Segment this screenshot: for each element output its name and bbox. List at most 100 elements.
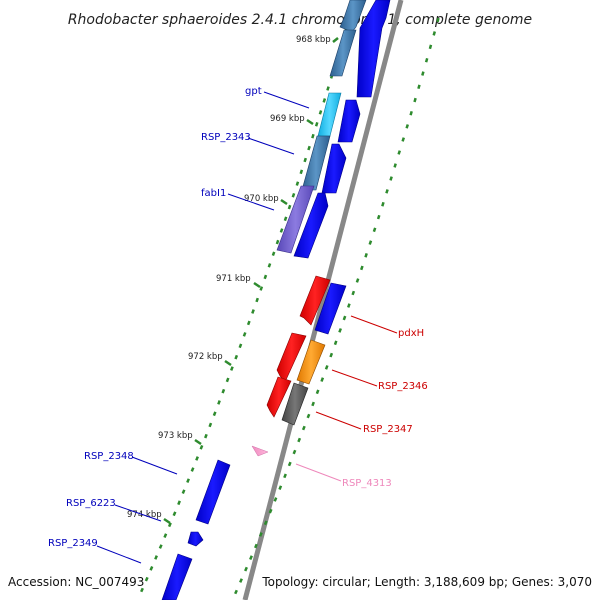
inner-track-dash <box>238 343 243 349</box>
inner-track-dash <box>251 309 255 314</box>
outer-track-dash <box>372 227 377 233</box>
inner-track-dash <box>279 228 284 233</box>
outer-track-dash <box>268 508 273 514</box>
inner-track-dash <box>255 297 259 303</box>
inner-track-dash <box>167 522 172 528</box>
inner-track-dash <box>322 98 327 103</box>
outer-track-dash <box>432 31 437 36</box>
outer-track-dash <box>278 485 283 490</box>
gene-feature-blue-2[interactable] <box>337 99 361 143</box>
inner-track-dash <box>181 489 186 494</box>
outer-track-dash <box>342 315 347 321</box>
tick-label-972: 972 kbp <box>188 352 223 362</box>
inner-track-dash <box>204 433 208 439</box>
gene-feature-rsp-2347[interactable] <box>281 382 309 426</box>
inner-track-dash <box>199 444 204 450</box>
leader-lines <box>96 91 398 564</box>
outer-track-dash <box>421 71 425 76</box>
gene-label-fabi1[interactable]: fabI1 <box>201 188 226 199</box>
inner-track-dash <box>212 411 217 417</box>
gene-labels: gpt RSP_2343 fabI1 pdxH RSP_2346 RSP_234… <box>48 86 428 549</box>
gene-feature-gpt-cyan[interactable] <box>317 92 342 137</box>
gene-feature-rsp-2346[interactable] <box>296 339 326 385</box>
inner-track-dash <box>177 500 181 506</box>
inner-track-dash <box>186 478 190 483</box>
inner-track-dash <box>307 145 311 151</box>
gene-feature-rsp-2349[interactable] <box>161 553 193 600</box>
outer-track-dash <box>329 352 334 358</box>
accession-text: Accession: NC_007493 <box>8 575 144 589</box>
outer-track-dash <box>234 589 238 595</box>
gene-feature-upper-blue[interactable] <box>356 0 391 98</box>
gene-feature-blue-3[interactable] <box>321 143 347 194</box>
outer-track-dash <box>287 461 292 467</box>
inner-track-dash <box>318 110 323 115</box>
outer-track-dash <box>315 389 320 395</box>
outer-track-dash <box>364 253 368 258</box>
outer-track-dash <box>376 214 381 220</box>
gene-label-rsp-6223[interactable]: RSP_6223 <box>66 498 116 509</box>
gene-label-rsp-2349[interactable]: RSP_2349 <box>48 538 98 549</box>
tick-label-968: 968 kbp <box>296 35 331 45</box>
gene-feature-rsp-6223[interactable] <box>187 531 204 547</box>
outer-track-dash <box>333 340 338 346</box>
inner-track-dash <box>287 204 292 210</box>
outer-track-dash <box>258 532 263 537</box>
inner-track-dash <box>326 86 330 91</box>
gene-label-rsp-2343[interactable]: RSP_2343 <box>201 132 251 143</box>
inner-track-dash <box>299 169 304 175</box>
gene-feature-fabi1[interactable] <box>276 185 315 254</box>
gene-label-gpt[interactable]: gpt <box>245 86 262 97</box>
gene-feature-rsp-2343[interactable] <box>301 135 331 191</box>
outer-track-dash <box>360 265 364 271</box>
outer-track-dash <box>263 520 268 526</box>
outer-track-dash <box>306 413 311 419</box>
tick-label-971: 971 kbp <box>216 274 251 284</box>
tick-971 <box>253 281 261 289</box>
gene-feature-red-1[interactable] <box>299 275 331 326</box>
outer-track-dash <box>292 449 297 455</box>
tick-label-969: 969 kbp <box>270 114 305 124</box>
outer-track-dash <box>249 555 253 560</box>
tick-label-970: 970 kbp <box>244 194 279 204</box>
gene-feature-upper-steel[interactable] <box>339 0 367 33</box>
outer-scale-track <box>234 17 440 595</box>
inner-track-dash <box>275 239 280 245</box>
inner-track-dash <box>314 122 319 127</box>
gene-label-pdxh[interactable]: pdxH <box>398 328 424 339</box>
gene-feature-pdxh[interactable] <box>314 282 347 335</box>
outer-track-dash <box>428 44 433 50</box>
gene-feature-rsp-2348[interactable] <box>195 459 231 525</box>
inner-track-dash <box>190 467 195 472</box>
inner-track-dash <box>246 320 251 326</box>
genome-summary-text: Topology: circular; Length: 3,188,609 bp… <box>261 575 592 589</box>
gene-feature-blue-4[interactable] <box>293 192 329 259</box>
inner-track-dash <box>163 533 168 538</box>
outer-track-dash <box>417 84 421 90</box>
inner-track-dash <box>283 216 288 222</box>
outer-track-dash <box>381 201 385 207</box>
inner-track-dash <box>303 157 307 163</box>
outer-track-dash <box>389 176 393 181</box>
outer-track-dash <box>393 163 397 168</box>
map-title: Rhodobacter sphaeroides 2.4.1 chromosome… <box>68 12 532 28</box>
gene-label-rsp-2347[interactable]: RSP_2347 <box>363 424 413 435</box>
outer-track-dash <box>239 578 243 583</box>
inner-track-dash <box>291 192 296 198</box>
gene-feature-rsp-4313[interactable] <box>251 445 269 457</box>
gene-label-rsp-2348[interactable]: RSP_2348 <box>84 451 134 462</box>
inner-track-dash <box>295 181 300 186</box>
gene-label-rsp-4313[interactable]: RSP_4313 <box>342 478 392 489</box>
outer-track-dash <box>338 328 342 333</box>
outer-track-dash <box>320 377 325 382</box>
gene-feature-red-3[interactable] <box>266 376 292 418</box>
inner-track-dash <box>140 587 144 593</box>
inner-track-dash <box>195 456 199 461</box>
gene-feature-gpt[interactable] <box>329 29 357 77</box>
outer-track-dash <box>424 57 429 63</box>
gene-label-rsp-2346[interactable]: RSP_2346 <box>378 381 428 392</box>
outer-track-dash <box>401 137 405 142</box>
tick-974 <box>163 517 171 525</box>
outer-track-dash <box>324 365 329 370</box>
inner-track-dash <box>234 354 239 360</box>
